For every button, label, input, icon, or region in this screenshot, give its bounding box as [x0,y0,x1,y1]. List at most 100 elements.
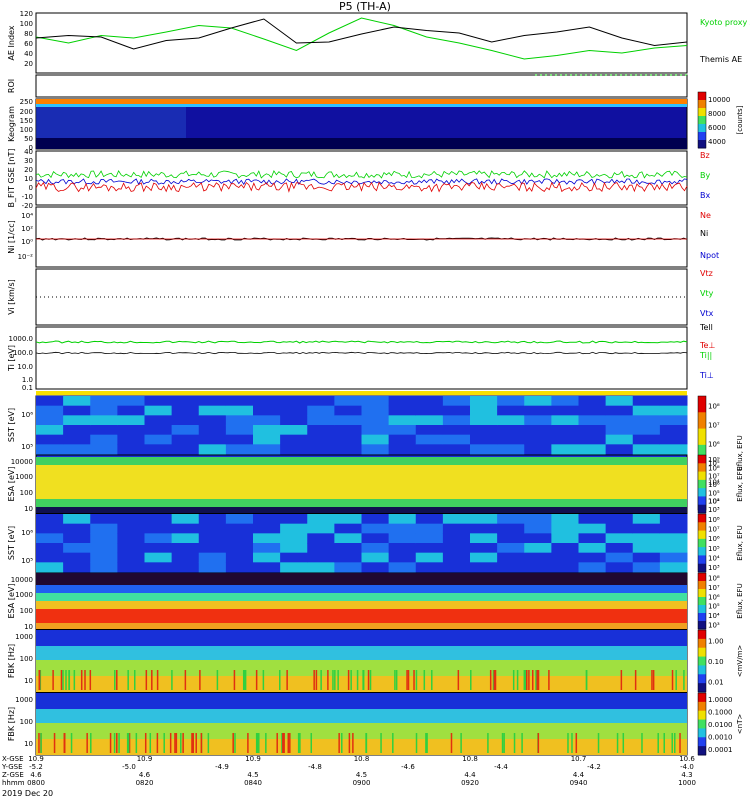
spectrogram-cell [225,425,254,436]
spectrogram-streak [394,670,396,690]
spectrogram-cell [415,514,444,525]
colorbar-tick: 10⁴ [708,498,720,506]
spectrogram-cell [497,562,525,573]
spectrogram-cell [171,523,200,534]
spectrogram-cell [578,562,607,573]
spectrogram-cell [415,396,444,407]
spectrogram-cell [470,415,498,426]
spectrogram-streak [460,733,462,753]
x-axis-value: 0800 [27,779,45,787]
spectrogram-streak [286,670,288,690]
spectrogram-cell [470,543,498,554]
spectrogram-cell [90,523,118,534]
x-axis-value: 4.6 [139,771,151,779]
y-tick-label: 120 [20,10,33,18]
spectrogram-streak [494,670,497,690]
spectrogram-streak [63,733,66,753]
colorbar-tick: 10⁴ [708,479,720,487]
spectrogram-ylabel: SST [eV] [7,408,16,442]
colorbar-tick: 10⁵ [708,489,720,497]
spectrogram-cell [225,562,254,573]
spectrogram-cell [90,562,118,573]
spectrogram-ylabel: FBK [Hz] [7,707,16,741]
spectrogram-cell [388,543,417,554]
spectrogram-cell [334,552,362,563]
spectrogram-cell [63,543,91,554]
spectrogram-streak [247,733,249,753]
spectrogram-streak [255,670,258,690]
spectrogram-streak [151,670,153,690]
colorbar-swatch [698,455,706,464]
spectrogram-cell [361,552,390,563]
spectrogram-cell [63,434,91,445]
spectrogram-cell [442,543,471,554]
y-tick-label: 20 [24,166,33,174]
temperature-frame [35,326,688,390]
spectrogram-streak [276,733,278,753]
spectrogram-cell [361,434,390,445]
spectrogram-streak [524,670,527,690]
spectrogram-cell [415,562,444,573]
temperature-black-line [35,351,688,355]
spectrogram-cell [307,552,335,563]
colorbar-tick: 10³ [708,564,720,572]
spectrogram-streak [244,670,246,690]
colorbar-swatch [698,563,706,573]
spectrogram-cell [415,523,444,534]
legend-kyoto: Kyoto proxy AE [700,18,750,27]
colorbar-swatch [698,605,706,614]
y-tick-label: 1000.0 [9,335,34,343]
x-axis-value: 4.4 [464,771,476,779]
spectrogram-streak [90,733,92,753]
spectrogram-cell [90,552,118,563]
date-label: 2019 Dec 20 [2,789,53,798]
spectrogram-cell [632,415,661,426]
spectrogram-cell [90,415,118,426]
spectrogram-streak [191,733,193,753]
spectrogram-streak [80,670,83,690]
legend-ni: Ni [700,229,708,238]
spectrogram-streak [313,670,315,690]
spectrogram-cell [307,405,335,416]
spectrogram-band [36,609,687,623]
spectrogram-cell [605,533,634,544]
spectrogram-cell [361,533,390,544]
spectrogram-cell [36,415,64,426]
keogram-upper-band [36,104,687,107]
y-tick-label: 10⁴ [21,212,33,220]
spectrogram-cell [524,523,552,534]
spectrogram-streak [297,733,300,753]
spectrogram-cell [632,405,661,416]
colorbar: 1.00 0.10 0.01 <mV/m> [697,629,744,693]
colorbar-swatch [698,656,706,666]
spectrogram-cell [171,533,200,544]
colorbar-swatch [698,613,706,622]
spectrogram-cell [632,444,661,455]
spectrogram-cell [63,552,91,563]
spectrogram-cell [524,425,552,436]
spectrogram-cell [334,543,362,554]
y-tick-label: 250 [20,98,33,106]
spectrogram-streak [145,670,148,690]
spectrogram-streak [332,670,334,690]
colorbar-swatch [698,728,706,738]
spectrogram-cell [415,425,444,436]
colorbar-frame [697,572,707,630]
y-tick-label: 40 [24,50,33,58]
spectrogram-cell [470,552,498,563]
spectrogram-streak [337,670,339,690]
spectrogram-streak [616,733,619,753]
legend-bx: Bx [700,191,710,200]
spectrogram-cell [470,562,498,573]
spectrogram-ylabel: FBK [Hz] [7,644,16,678]
spectrogram-streak [234,733,236,753]
colorbar-swatch [698,597,706,606]
spectrogram-cell [551,562,579,573]
spectrogram-cell [225,514,254,525]
spectrogram-cell [524,396,552,407]
spectrogram-streak [256,733,259,753]
x-axis-value: 10.6 [679,755,695,763]
spectrogram-streak [156,733,159,753]
